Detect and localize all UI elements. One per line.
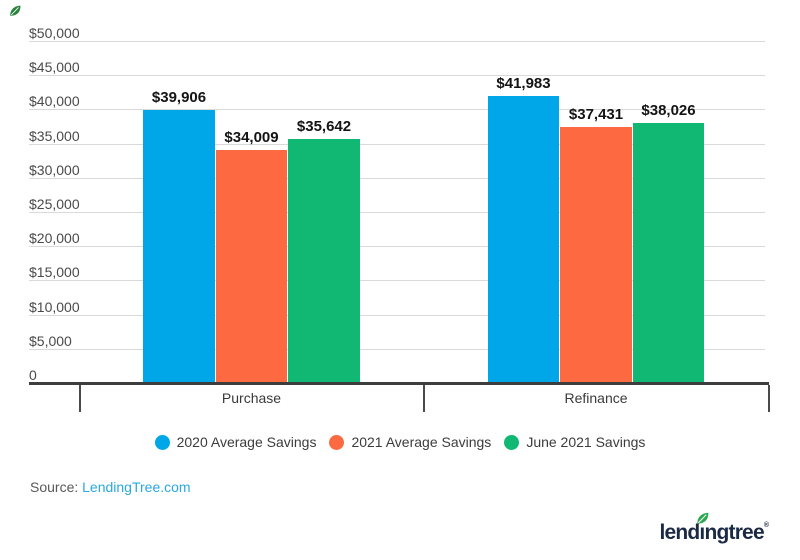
y-axis-tick-label: $20,000 [29,230,80,247]
x-axis-tick [423,385,425,412]
x-axis-tick [767,385,770,412]
legend-label: June 2021 Savings [526,434,646,450]
legend-item: 2021 Average Savings [329,434,491,450]
y-axis-tick-label: $15,000 [29,264,80,281]
y-axis-tick-label: $30,000 [29,161,80,178]
legend-label: 2020 Average Savings [176,434,317,450]
source-line: Source: LendingTree.com [30,479,191,495]
bar-value-label: $37,431 [568,105,624,123]
chart-legend: 2020 Average Savings 2021 Average Savings… [0,434,800,450]
x-axis-line [29,382,769,385]
y-axis-tick-label: $40,000 [29,93,80,110]
logo-registered-mark: ® [763,522,769,529]
legend-item: 2020 Average Savings [154,434,317,450]
y-gridline [29,280,765,282]
y-gridline [29,348,765,350]
bar-purchase-2 [215,150,288,383]
legend-swatch-circle [504,434,520,450]
bar-refinance-1 [487,95,560,383]
lendingtree-logo: lendıngtree® [659,512,769,544]
legend-swatch-circle [154,434,170,450]
y-gridline [29,109,765,111]
y-axis-tick-label: $45,000 [29,59,80,76]
y-gridline [29,41,765,42]
leaf-icon [10,5,21,16]
source-prefix: Source: [30,479,83,495]
y-axis-tick-label: $35,000 [29,127,80,144]
y-gridline [29,177,765,179]
y-axis-tick-label: $10,000 [29,298,80,315]
y-gridline [29,75,765,77]
category-label-purchase: Purchase [221,390,282,406]
bar-purchase-3 [288,139,360,383]
bar-value-label: $34,009 [224,129,279,147]
bar-refinance-2 [560,126,632,383]
x-axis-tick [78,385,81,412]
logo-text: lendıngtree [659,521,764,544]
y-gridline [29,246,765,248]
bar-refinance-3 [632,122,705,383]
category-label-refinance: Refinance [564,390,628,406]
y-axis-tick-label: $50,000 [29,25,80,41]
bar-purchase-1 [143,110,215,383]
y-gridline [29,143,765,145]
bar-value-label: $39,906 [151,89,207,107]
y-axis-tick-label: $5,000 [29,332,72,349]
legend-item: June 2021 Savings [504,434,645,450]
bar-value-label: $41,983 [496,74,551,92]
bar-value-label: $35,642 [296,118,352,136]
source-link[interactable]: LendingTree.com [82,479,191,495]
leaf-icon [697,512,709,524]
bar-value-label: $38,026 [641,101,696,119]
y-gridline [29,314,765,316]
y-axis-tick-label: $25,000 [29,196,80,212]
y-axis-tick-label: 0 [29,367,37,383]
legend-swatch-circle [329,434,345,450]
y-gridline [29,212,765,213]
legend-label: 2021 Average Savings [351,434,492,450]
